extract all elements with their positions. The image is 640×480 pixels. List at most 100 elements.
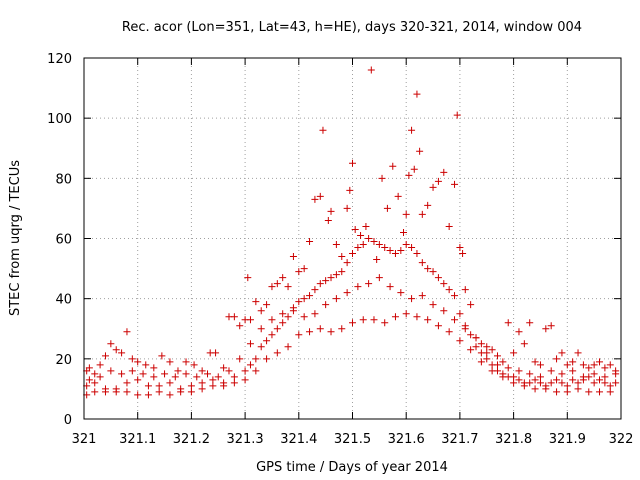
data-point [590,379,598,387]
data-point [150,373,158,381]
data-point [177,388,185,396]
data-point [391,313,399,321]
x-tick-label: 321.8 [495,432,532,447]
data-point [306,238,314,246]
data-point [343,204,351,212]
data-point [590,370,598,378]
data-point [198,379,206,387]
data-point [241,367,249,375]
data-point [483,349,491,357]
data-point [300,265,308,273]
chart-title: Rec. acor (Lon=351, Lat=43, h=HE), days … [122,20,582,35]
data-point [451,292,459,300]
data-point [467,331,475,339]
data-point [553,376,561,384]
data-point [357,231,365,239]
data-point [311,310,319,318]
data-point [574,379,582,387]
data-point [246,340,254,348]
data-point [142,361,150,369]
data-point [230,313,238,321]
data-point [327,274,335,282]
data-point [456,244,464,252]
data-point [332,241,340,249]
data-point [289,253,297,261]
data-point [263,337,271,345]
data-point [520,382,528,390]
grid-lines [84,58,621,419]
x-axis-label: GPS time / Days of year 2014 [256,460,448,475]
data-point [418,259,426,267]
data-point [536,379,544,387]
data-point [402,210,410,218]
data-point [569,367,577,375]
data-point [182,358,190,366]
data-point [383,204,391,212]
data-point [300,313,308,321]
data-point [155,388,163,396]
data-point [434,274,442,282]
data-point [569,376,577,384]
x-tick-label: 321 [72,432,97,447]
data-point [526,319,534,327]
data-point [531,358,539,366]
data-point [316,280,324,288]
data-point [418,210,426,218]
data-point [316,325,324,333]
data-point [386,247,394,255]
data-point [101,352,109,360]
data-point [359,241,367,249]
data-point [477,358,485,366]
data-point [402,241,410,249]
data-point [370,238,378,246]
data-point [134,358,142,366]
data-point [574,385,582,393]
data-point [367,66,375,74]
data-point [579,373,587,381]
data-point [268,283,276,291]
data-point [198,385,206,393]
data-point [440,168,448,176]
data-point [445,222,453,230]
data-point [410,165,418,173]
data-point [504,364,512,372]
data-point [343,289,351,297]
data-point [467,346,475,354]
data-point [268,316,276,324]
data-point [493,352,501,360]
data-point [96,361,104,369]
data-point [424,316,432,324]
data-point [553,388,561,396]
data-point [300,295,308,303]
data-point [190,361,198,369]
data-point [332,295,340,303]
data-point [128,367,136,375]
data-point [112,388,120,396]
data-point [370,316,378,324]
y-tick-label: 120 [47,52,72,67]
data-point [322,277,330,285]
data-point [85,364,93,372]
data-point [319,126,327,134]
data-point [526,379,534,387]
data-point [445,328,453,336]
data-point [585,388,593,396]
data-point [230,373,238,381]
data-point [252,367,260,375]
data-point [400,228,408,236]
data-point [590,361,598,369]
data-point [230,379,238,387]
data-point [324,216,332,224]
data-point [244,274,252,282]
data-point [166,391,174,399]
data-point [531,385,539,393]
data-point [123,388,131,396]
data-point [547,322,555,330]
data-point [101,388,109,396]
data-point [332,271,340,279]
axis-ticks [83,57,622,420]
data-point [585,364,593,372]
data-point [402,310,410,318]
data-point [362,222,370,230]
data-point [351,225,359,233]
